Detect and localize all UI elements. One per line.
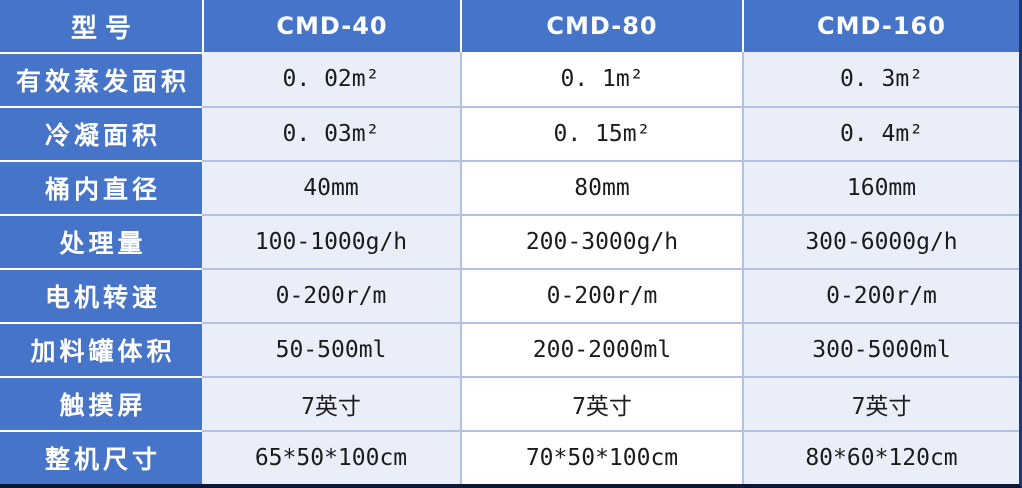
spec-cell: 7英寸 (202, 376, 460, 430)
spec-cell: 80mm (460, 160, 742, 214)
spec-cell: 0. 4m² (742, 106, 1019, 160)
row-label-feed-tank-volume: 加料罐体积 (0, 322, 202, 376)
header-col-cmd-40: CMD-40 (202, 0, 460, 52)
spec-cell: 70*50*100cm (460, 430, 742, 484)
spec-cell: 0-200r/m (460, 268, 742, 322)
spec-cell: 0-200r/m (202, 268, 460, 322)
spec-cell: 0. 03m² (202, 106, 460, 160)
spec-cell: 300-6000g/h (742, 214, 1019, 268)
spec-cell: 0. 3m² (742, 52, 1019, 106)
spec-cell: 300-5000ml (742, 322, 1019, 376)
row-label-touch-screen: 触摸屏 (0, 376, 202, 430)
row-label-throughput: 处理量 (0, 214, 202, 268)
spec-cell: 50-500ml (202, 322, 460, 376)
header-col-cmd-160: CMD-160 (742, 0, 1019, 52)
spec-cell: 0. 02m² (202, 52, 460, 106)
header-col-cmd-80: CMD-80 (460, 0, 742, 52)
spec-cell: 160mm (742, 160, 1019, 214)
spec-cell: 7英寸 (460, 376, 742, 430)
spec-cell: 7英寸 (742, 376, 1019, 430)
header-model-label: 型号 (0, 0, 202, 52)
spec-cell: 100-1000g/h (202, 214, 460, 268)
row-label-condensation-area: 冷凝面积 (0, 106, 202, 160)
row-label-overall-dimensions: 整机尺寸 (0, 430, 202, 484)
spec-cell: 200-2000ml (460, 322, 742, 376)
spec-cell: 80*60*120cm (742, 430, 1019, 484)
spec-cell: 65*50*100cm (202, 430, 460, 484)
row-label-motor-speed: 电机转速 (0, 268, 202, 322)
spec-cell: 0. 15m² (460, 106, 742, 160)
row-label-barrel-diameter: 桶内直径 (0, 160, 202, 214)
spec-cell: 40mm (202, 160, 460, 214)
spec-cell: 200-3000g/h (460, 214, 742, 268)
spec-cell: 0. 1m² (460, 52, 742, 106)
spec-cell: 0-200r/m (742, 268, 1019, 322)
row-label-evaporation-area: 有效蒸发面积 (0, 52, 202, 106)
